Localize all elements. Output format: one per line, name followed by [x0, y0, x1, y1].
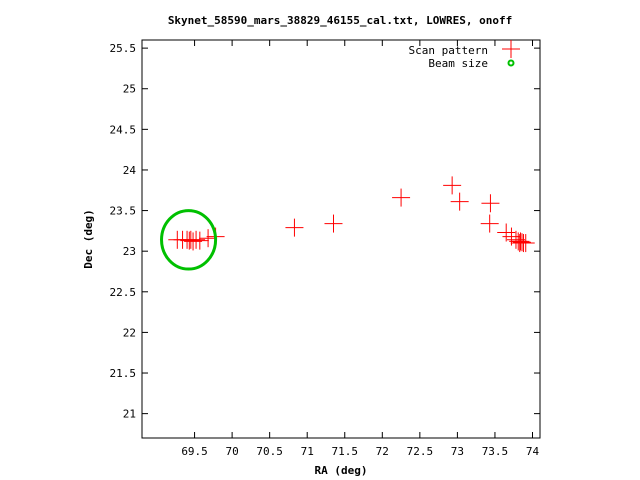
y-tick-label: 23 — [123, 245, 136, 258]
x-tick-label: 72 — [376, 445, 389, 458]
y-tick-label: 22 — [123, 326, 136, 339]
x-tick-label: 70.5 — [256, 445, 283, 458]
legend-label-scan-pattern: Scan pattern — [409, 44, 488, 57]
x-tick-label: 70 — [225, 445, 238, 458]
scan-point — [184, 232, 203, 251]
y-tick-label: 24.5 — [110, 123, 137, 136]
legend-plus-marker — [502, 40, 520, 58]
scan-point — [497, 223, 516, 242]
x-axis-label: RA (deg) — [315, 464, 368, 477]
x-tick-label: 69.5 — [181, 445, 208, 458]
scan-point — [392, 188, 411, 207]
scan-point — [443, 176, 462, 195]
chart-title: Skynet_58590_mars_38829_46155_cal.txt, L… — [168, 14, 512, 27]
y-tick-label: 25.5 — [110, 42, 137, 55]
legend-marker-scan-pattern — [502, 40, 520, 58]
y-tick-label: 22.5 — [110, 286, 137, 299]
scan-point — [481, 194, 500, 213]
plot-frame — [141, 39, 541, 439]
x-tick-label: 71.5 — [332, 445, 359, 458]
x-tick-label: 73.5 — [482, 445, 509, 458]
legend-circle-marker — [507, 59, 515, 67]
scan-point — [512, 233, 531, 252]
x-tick-label: 73 — [451, 445, 464, 458]
y-axis-label: Dec (deg) — [82, 209, 95, 269]
legend-label-beam-size: Beam size — [428, 57, 488, 70]
scan-point — [187, 230, 206, 249]
y-axis: 21 21.5 22 22.5 23 23.5 24 24.5 25 25.5 — [110, 42, 540, 421]
scan-point — [480, 214, 499, 233]
scan-point — [285, 218, 304, 237]
scan-point — [516, 234, 535, 253]
scan-point — [324, 214, 343, 233]
data-layer — [160, 176, 535, 271]
beam-size-circle — [160, 209, 218, 271]
scan-point — [450, 192, 469, 211]
y-tick-label: 23.5 — [110, 205, 137, 218]
legend-marker-beam-size — [507, 59, 515, 67]
x-axis: 69.5 70 70.5 71 71.5 72 72.5 73 73.5 74 — [181, 40, 539, 458]
y-tick-label: 24 — [123, 164, 137, 177]
y-tick-label: 25 — [123, 83, 136, 96]
scan-point — [190, 231, 209, 250]
scan-point — [511, 232, 530, 251]
x-tick-label: 72.5 — [407, 445, 434, 458]
x-tick-label: 71 — [301, 445, 314, 458]
x-tick-label: 74 — [526, 445, 540, 458]
y-tick-label: 21 — [123, 408, 136, 421]
legend: Scan pattern Beam size — [409, 40, 520, 70]
y-tick-label: 21.5 — [110, 367, 137, 380]
